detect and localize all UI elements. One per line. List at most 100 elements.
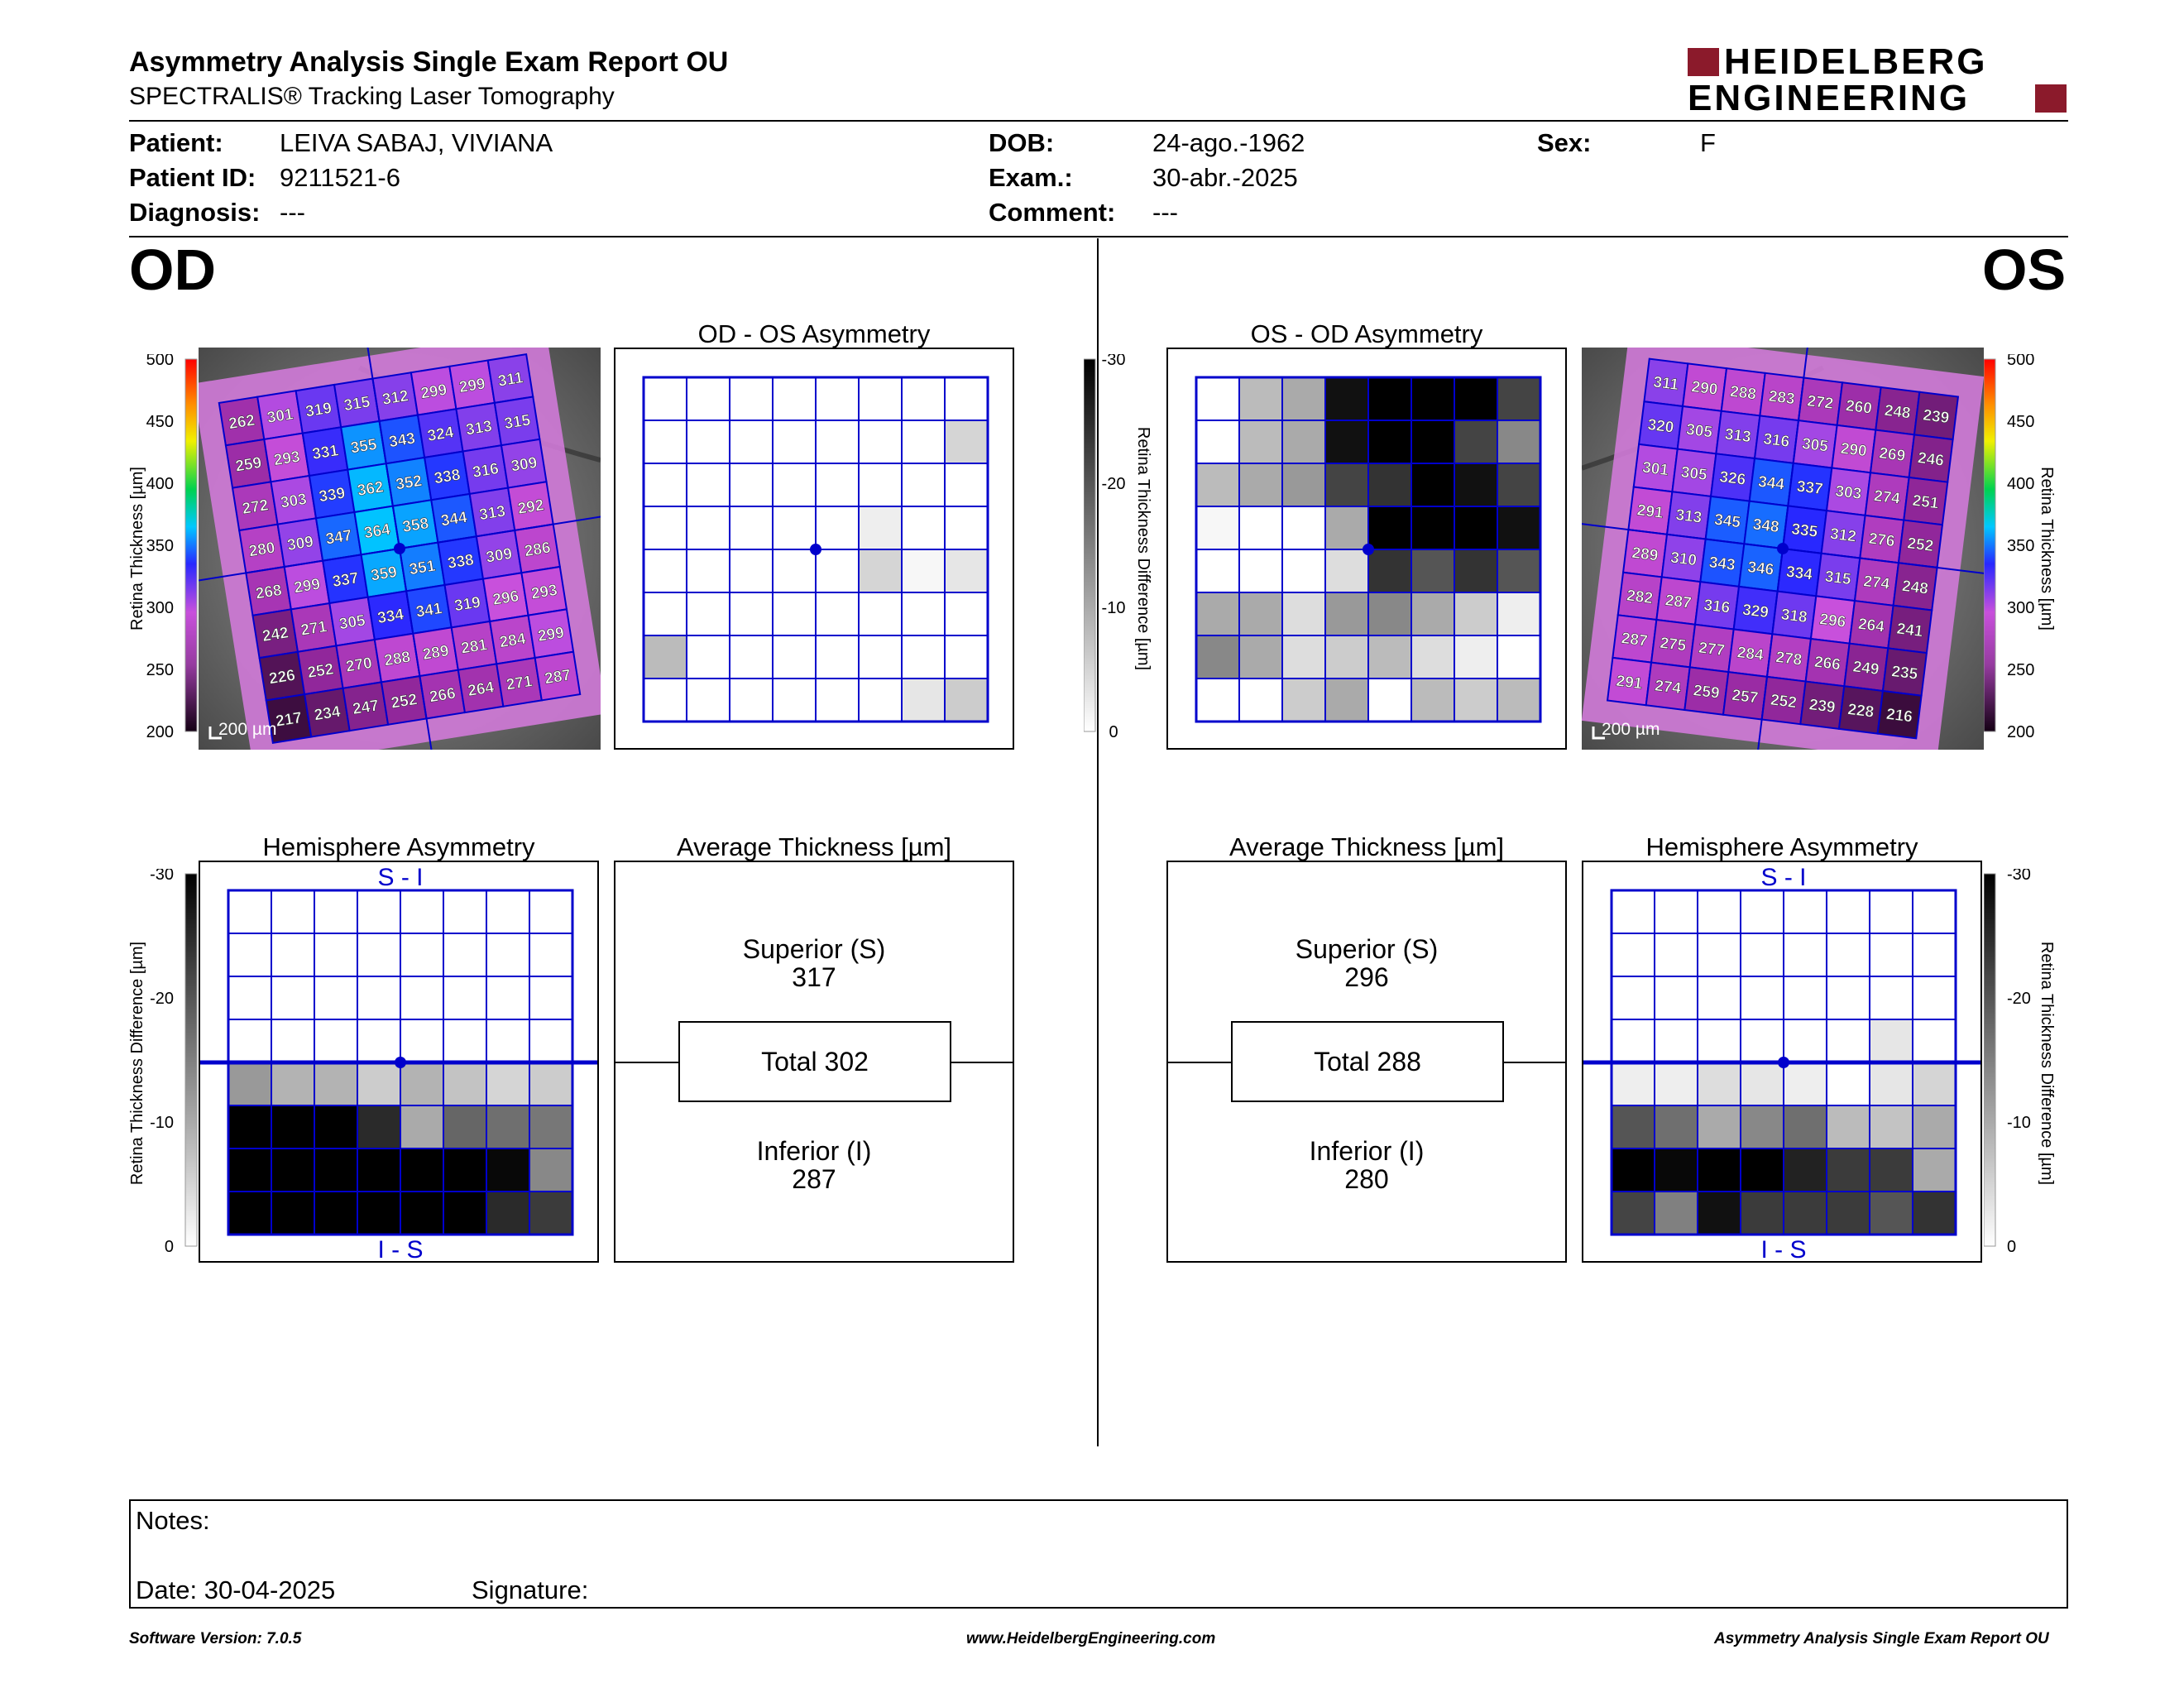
od-eye-label: OD: [129, 237, 216, 302]
grid-cell: [529, 1105, 573, 1149]
thickness-value: 287: [1621, 630, 1649, 650]
grid-cell: [1281, 376, 1326, 421]
grid-cell: [1869, 933, 1913, 977]
thickness-value: 344: [1757, 473, 1785, 494]
grid-cell: [1367, 678, 1412, 722]
thickness-value: 287: [1664, 592, 1693, 612]
thickness-value: 329: [1741, 602, 1770, 622]
signature-label: Signature:: [472, 1575, 589, 1604]
od-asym-panel: [614, 348, 1014, 750]
grid-cell: [1740, 1191, 1784, 1235]
grid-cell: [1238, 592, 1283, 636]
os-total-label: Total 288: [1314, 1046, 1421, 1077]
grid-cell: [1611, 1105, 1655, 1149]
grid-cell: [1783, 1148, 1827, 1192]
grid-cell: [400, 1062, 444, 1106]
thickness-value: 338: [433, 467, 462, 488]
thickness-value: 269: [1878, 444, 1906, 465]
grid-cell: [1826, 1019, 1870, 1063]
thickness-value: 290: [1690, 378, 1718, 399]
website-link[interactable]: www.HeidelbergEngineering.com: [966, 1630, 1216, 1647]
grid-cell: [1238, 549, 1283, 593]
thickness-value: 216: [1885, 706, 1913, 727]
od-diff-colorbar-svg: -30 -20 -10 0 Retina Thickness Difference [µ…: [128, 866, 198, 1256]
center-divider: [1097, 238, 1099, 1446]
grid-cell: [729, 420, 774, 464]
thickness-value: 312: [1829, 525, 1857, 546]
colorbar-gradient: [184, 358, 198, 732]
grid-cell: [1654, 976, 1698, 1020]
grid-cell: [1869, 1105, 1913, 1149]
grid-cell: [1324, 463, 1369, 507]
grid-cell: [1740, 890, 1784, 934]
colorbar-tick-label: 0: [1109, 723, 1118, 741]
od-thickness-colorbar-svg: 500 450 400 350 300 250 200 Retina Thickness [µ…: [128, 351, 198, 741]
diagnosis-label: Diagnosis:: [129, 198, 261, 227]
grid-cell: [1740, 1105, 1784, 1149]
thickness-value: 312: [381, 387, 410, 409]
od-hemi-panel-svg: S - I I - S: [200, 864, 597, 1264]
logo-red-square-bottom: [2035, 84, 2067, 113]
exam-value: 30-abr.-2025: [1152, 163, 1298, 192]
grid-cell: [1367, 592, 1412, 636]
grid-cell: [314, 890, 358, 934]
thickness-value: 311: [496, 369, 524, 391]
grid-cell: [1697, 933, 1741, 977]
grid-cell: [1195, 506, 1240, 550]
grid-cell: [1654, 1062, 1698, 1106]
grid-cell: [858, 549, 903, 593]
grid-cell: [1697, 890, 1741, 934]
thickness-value: 296: [1818, 611, 1846, 631]
grid-cell: [1654, 1191, 1698, 1235]
grid-cell: [1324, 376, 1369, 421]
grid-cell: [858, 376, 903, 421]
exam-label: Exam.:: [989, 163, 1073, 192]
grid-cell: [271, 976, 315, 1020]
hemi-bottom-label: I - S: [1760, 1236, 1806, 1261]
grid-cell: [815, 506, 860, 550]
colorbar-tick-label: 0: [2007, 1238, 2016, 1256]
grid-cell: [1611, 976, 1655, 1020]
thickness-value: 286: [523, 539, 552, 561]
diff-colorbar-center: -30 -20 -10 0 Retina Thickness Difference [µ…: [1083, 351, 1158, 743]
grid-cell: [1238, 376, 1283, 421]
grid-cell: [1826, 1062, 1870, 1106]
grid-cell: [314, 1148, 358, 1192]
grid-cell: [772, 506, 817, 550]
grid-cell: [1195, 420, 1240, 464]
scale-bar-icon: [208, 727, 222, 740]
grid-cell: [228, 1191, 272, 1235]
thickness-value: 241: [1896, 621, 1924, 641]
thickness-value: 288: [1729, 383, 1757, 404]
thickness-value: 276: [1868, 530, 1896, 551]
thickness-value: 293: [530, 582, 559, 603]
thickness-value: 318: [1780, 606, 1808, 626]
colorbar-tick-label: 250: [2007, 661, 2034, 679]
grid-cell: [1281, 592, 1326, 636]
thickness-value: 280: [247, 539, 276, 561]
grid-cell: [486, 1105, 530, 1149]
thickness-value: 301: [1641, 459, 1669, 480]
grid-cell: [1497, 376, 1541, 421]
grid-cell: [1783, 1191, 1827, 1235]
colorbar-tick-label: 300: [146, 599, 174, 617]
thickness-value: 316: [1703, 597, 1731, 617]
colorbar-tick-label: 400: [146, 475, 174, 493]
thickness-value: 303: [1834, 482, 1862, 503]
thickness-value: 248: [1884, 402, 1912, 423]
od-inferior-value: 287: [792, 1164, 836, 1194]
grid-cell: [1324, 506, 1369, 550]
logo-text-bottom: ENGINEERING: [1688, 78, 1971, 118]
software-version: Software Version: 7.0.5: [129, 1630, 302, 1647]
thickness-value: 252: [390, 691, 419, 712]
thickness-value: 347: [324, 527, 353, 549]
grid-cell: [944, 420, 989, 464]
thickness-value: 292: [516, 496, 545, 518]
colorbar-gradient: [184, 873, 198, 1247]
grid-cell: [314, 976, 358, 1020]
grid-cell: [815, 420, 860, 464]
thickness-value: 315: [1824, 568, 1852, 589]
thickness-value: 266: [1813, 654, 1842, 674]
grid-cell: [729, 463, 774, 507]
grid-cell: [1410, 376, 1455, 421]
